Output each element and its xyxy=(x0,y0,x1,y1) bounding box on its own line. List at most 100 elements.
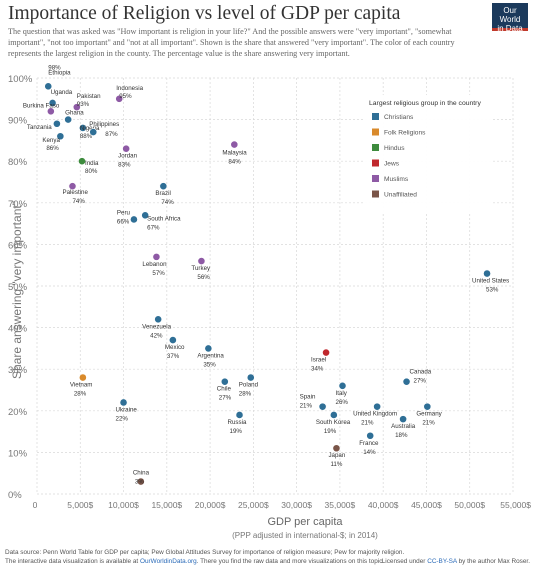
value-label: 56% xyxy=(197,274,210,281)
value-label: 19% xyxy=(230,428,243,435)
value-label: 21% xyxy=(361,420,374,427)
country-label: Ukraine xyxy=(116,406,138,413)
data-point xyxy=(168,336,177,344)
legend-swatch xyxy=(372,144,379,151)
legend: Largest religious group in the country Ch… xyxy=(364,95,492,213)
subtitle-color-note: The color of each country represents the… xyxy=(8,38,455,59)
country-label: Israel xyxy=(311,357,326,364)
data-point xyxy=(154,315,163,324)
value-label: 67% xyxy=(147,224,160,231)
country-label: Malaysia xyxy=(222,150,247,157)
data-point xyxy=(329,411,338,419)
x-tick-label: 45,000$ xyxy=(411,500,442,510)
x-axis-ticks: 0 5,000$ 10,000$ 15,000$ 20,000$ 25,000$ 30,00… xyxy=(33,500,532,510)
legend-entry: Folk Religions xyxy=(384,130,426,137)
value-label: 37% xyxy=(167,353,180,360)
y-tick-label: 0% xyxy=(8,490,22,501)
value-label: 74% xyxy=(161,199,174,206)
country-label: South Korea xyxy=(316,419,351,426)
x-tick-label: 50,000$ xyxy=(454,500,485,510)
country-label: Argentina xyxy=(197,352,224,359)
legend-swatch xyxy=(372,113,379,120)
country-label: Philippines xyxy=(89,121,119,128)
data-point xyxy=(78,124,87,132)
y-tick-label: 80% xyxy=(8,157,28,168)
data-point xyxy=(220,377,229,386)
legend-entry: Christians xyxy=(384,114,414,121)
data-source-note: Data source: Penn World Table for GDP pe… xyxy=(5,549,405,556)
data-point xyxy=(230,140,239,149)
chart-title: Importance of Religion vs level of GDP p… xyxy=(8,3,401,24)
logo-line-2: in Data xyxy=(497,24,523,33)
data-point xyxy=(46,107,55,116)
data-point xyxy=(56,132,65,141)
country-label: South Africa xyxy=(147,215,181,222)
country-label: Ghana xyxy=(65,110,84,117)
country-label: Mexico xyxy=(165,344,185,351)
value-label: 34% xyxy=(311,366,324,373)
data-point xyxy=(318,402,327,411)
data-point xyxy=(130,215,138,224)
value-label: 53% xyxy=(486,287,499,294)
visualization-note-tail: . There you find the raw data and more v… xyxy=(196,558,385,565)
x-axis-sublabel: (PPP adjusted in international-$; in 201… xyxy=(232,531,378,540)
data-point xyxy=(136,477,145,486)
legend-swatch xyxy=(372,175,379,182)
data-point xyxy=(72,103,81,112)
value-label: 66% xyxy=(117,218,130,225)
owid-link[interactable]: OurWorldinData.org xyxy=(140,558,197,565)
value-label: 27% xyxy=(219,395,232,402)
value-label: 22% xyxy=(116,415,129,422)
country-label: Japan xyxy=(328,452,345,459)
our-world-in-data-logo[interactable]: Our World in Data xyxy=(492,3,528,33)
data-point xyxy=(152,252,161,261)
visualization-note-text: The interactive data visualization is av… xyxy=(5,558,140,565)
country-label: China xyxy=(133,470,150,477)
license-text: Licensed under xyxy=(381,558,428,565)
country-label: Peru xyxy=(117,209,131,216)
country-label: Canada xyxy=(410,369,432,376)
value-label: 95% xyxy=(119,93,132,100)
data-point xyxy=(402,377,411,386)
data-point xyxy=(53,119,61,128)
x-tick-label: 10,000$ xyxy=(108,500,139,510)
data-point xyxy=(423,402,432,411)
x-tick-label: 15,000$ xyxy=(151,500,182,510)
country-label: Jordan xyxy=(118,153,137,160)
y-tick-label: 20% xyxy=(8,407,28,418)
country-label: Germany xyxy=(416,411,442,418)
data-point xyxy=(78,373,87,382)
y-tick-label: 70% xyxy=(8,199,28,210)
country-label: Poland xyxy=(239,382,259,389)
data-point xyxy=(332,444,341,453)
legend-background xyxy=(364,95,492,213)
value-label: 84% xyxy=(228,159,241,166)
x-axis-label: GDP per capita xyxy=(267,516,343,528)
y-tick-label: 100% xyxy=(8,74,33,85)
y-tick-label: 90% xyxy=(8,116,28,127)
data-point xyxy=(115,94,124,103)
country-label: Venezuela xyxy=(142,323,171,330)
data-point xyxy=(483,269,491,278)
data-point xyxy=(235,411,244,419)
legend-swatch xyxy=(372,159,379,167)
legend-entry: Hindus xyxy=(384,145,405,152)
value-label: 83% xyxy=(118,162,131,169)
legend-entry: Jews xyxy=(384,161,400,168)
value-label: 14% xyxy=(363,449,376,456)
data-point xyxy=(122,144,131,153)
license-link[interactable]: CC-BY-SA xyxy=(427,558,457,565)
x-tick-label: 5,000$ xyxy=(67,500,93,510)
x-tick-label: 30,000$ xyxy=(281,500,312,510)
country-label: United Kingdom xyxy=(353,411,397,418)
value-label: 27% xyxy=(414,378,427,385)
y-tick-label: 30% xyxy=(8,365,28,376)
data-point xyxy=(373,402,382,411)
value-label: 57% xyxy=(152,270,165,277)
x-tick-label: 55,000$ xyxy=(500,500,531,510)
value-label: 98% xyxy=(48,64,61,71)
value-label: 19% xyxy=(324,428,337,435)
country-label: India xyxy=(85,160,99,167)
data-point xyxy=(204,344,213,353)
